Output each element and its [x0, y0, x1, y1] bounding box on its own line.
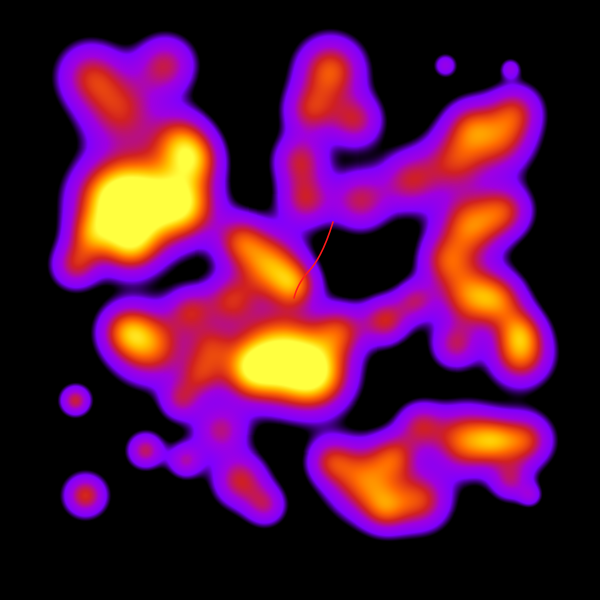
density-heatmap [0, 0, 600, 600]
heatmap-viewport [0, 0, 600, 600]
